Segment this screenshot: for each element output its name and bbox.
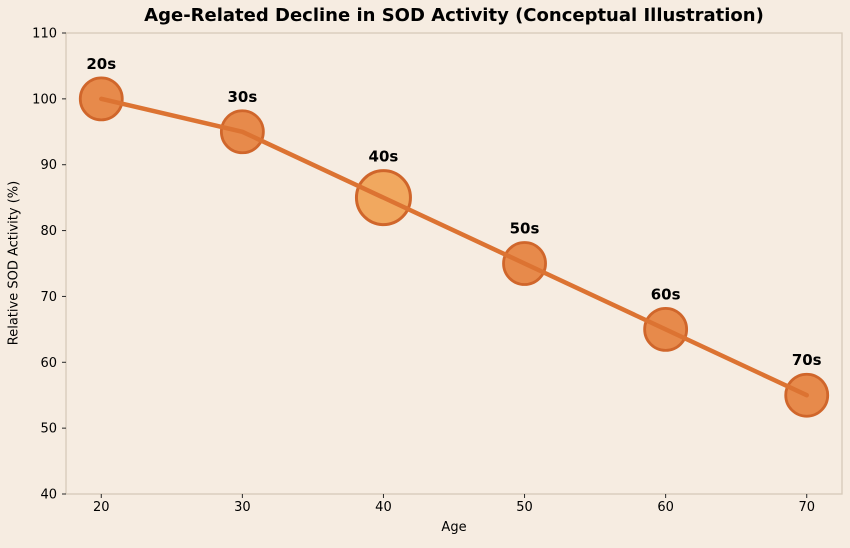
y-tick-label: 40 — [40, 488, 57, 503]
x-tick-label: 60 — [657, 500, 674, 515]
x-tick-label: 70 — [798, 500, 815, 515]
point-label-30s: 30s — [227, 88, 257, 106]
x-tick-label: 50 — [516, 500, 533, 515]
x-tick-label: 40 — [375, 500, 392, 515]
y-tick-label: 50 — [40, 422, 57, 437]
y-tick-label: 110 — [32, 27, 57, 42]
y-tick-label: 80 — [40, 224, 57, 239]
trend-line — [99, 96, 809, 398]
chart-title: Age-Related Decline in SOD Activity (Con… — [144, 5, 764, 26]
y-tick-label: 100 — [32, 92, 57, 107]
x-axis-label: Age — [441, 520, 467, 535]
point-label-60s: 60s — [651, 285, 681, 303]
plot-border — [65, 32, 843, 495]
x-tick-label: 30 — [234, 500, 251, 515]
point-label-50s: 50s — [510, 220, 540, 238]
y-tick-label: 70 — [40, 290, 57, 305]
y-tick-label: 90 — [40, 158, 57, 173]
point-label-70s: 70s — [792, 351, 822, 369]
point-label-40s: 40s — [369, 148, 399, 166]
y-tick-label: 60 — [40, 356, 57, 371]
point-label-20s: 20s — [86, 55, 116, 73]
x-tick-label: 20 — [93, 500, 110, 515]
